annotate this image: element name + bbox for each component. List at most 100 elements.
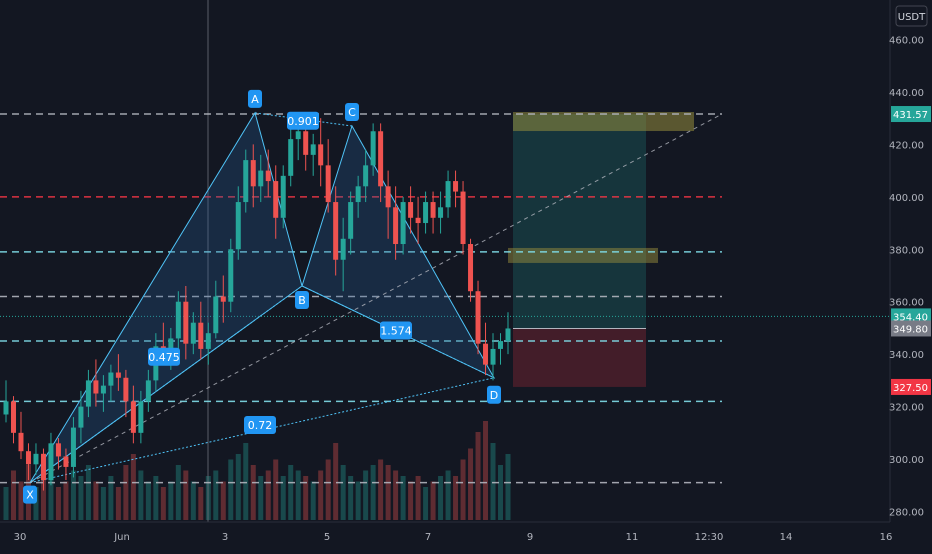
candle-body (273, 181, 279, 218)
volume-bar (175, 465, 181, 520)
volume-bar (70, 470, 76, 520)
candle-body (70, 427, 76, 467)
volume-bar (33, 487, 39, 520)
volume-bar (378, 459, 384, 520)
volume-bar (415, 476, 421, 520)
target-box (513, 112, 694, 132)
candle-body (25, 451, 31, 465)
volume-bar (355, 481, 361, 520)
candle-body (393, 207, 399, 245)
y-tick-label: 320.00 (889, 403, 924, 414)
candle-body (78, 406, 84, 428)
volume-bar (63, 481, 69, 520)
y-tick-label: 440.00 (889, 88, 924, 99)
point-label: X (26, 489, 34, 502)
candle-body (18, 432, 24, 452)
x-tick-label: 12:30 (695, 532, 724, 543)
candle-body (123, 377, 129, 402)
candle-body (40, 453, 46, 481)
candle-body (303, 131, 309, 155)
candle-body (213, 296, 219, 334)
x-tick-label: Jun (113, 532, 130, 543)
candle-body (453, 181, 459, 192)
volume-bar (490, 443, 496, 520)
y-tick-label: 360.00 (889, 298, 924, 309)
volume-bar (243, 443, 249, 520)
candle-body (348, 202, 354, 239)
ratio-label-box (148, 347, 180, 366)
volume-bars (3, 421, 511, 520)
volume-bar (468, 448, 474, 520)
volume-bar (78, 476, 84, 520)
ratio-label-box (287, 111, 319, 130)
candle-body (138, 401, 144, 433)
price-tag (891, 308, 931, 325)
price-tag (891, 320, 931, 337)
price-tag-label: 349.80 (893, 324, 928, 335)
volume-bar (295, 470, 301, 520)
candle-body (498, 341, 504, 349)
ratio-label: 1.574 (380, 325, 412, 338)
price-axis[interactable]: USDT 460.00 440.00 420.00 400.00 380.00 360.0… (889, 0, 932, 522)
y-tick-label: 420.00 (889, 140, 924, 151)
volume-bar (100, 487, 106, 520)
candle-body (475, 291, 481, 344)
volume-bar (400, 476, 406, 520)
y-tick-label: 300.00 (889, 455, 924, 466)
candle-body (490, 348, 496, 365)
ratio-label: 0.72 (248, 419, 273, 432)
volume-bar (333, 443, 339, 520)
volume-bar (348, 476, 354, 520)
candle-body (295, 131, 301, 140)
volume-bar (138, 470, 144, 520)
candle-body (175, 301, 181, 339)
candle-body (318, 144, 324, 166)
volume-bar (273, 459, 279, 520)
loss-zone (513, 328, 646, 387)
volume-bar (460, 459, 466, 520)
volume-bar (258, 476, 264, 520)
candle-body (130, 401, 136, 433)
volume-bar (340, 465, 346, 520)
volume-bar (108, 476, 114, 520)
candle-body (378, 131, 384, 187)
ratio-label: 0.901 (287, 115, 319, 128)
volume-bar (408, 481, 414, 520)
x-tick-label: 30 (14, 532, 27, 543)
volume-bar (115, 487, 121, 520)
candle-body (385, 186, 391, 208)
candle-body (423, 202, 429, 224)
volume-bar (18, 481, 24, 520)
position-tool[interactable] (508, 112, 694, 387)
candle-body (235, 202, 241, 250)
price-tag (891, 378, 931, 395)
volume-bar (483, 421, 489, 520)
volume-bar (280, 476, 286, 520)
point-label-box (23, 485, 37, 504)
y-tick-label: 340.00 (889, 350, 924, 361)
volume-bar (228, 459, 234, 520)
price-tag (891, 106, 931, 123)
candle-body (483, 343, 489, 365)
candle-body (93, 380, 99, 394)
candle-body (145, 380, 151, 402)
volume-bar (153, 476, 159, 520)
volume-bar (265, 470, 271, 520)
volume-bar (160, 487, 166, 520)
volume-bar (438, 476, 444, 520)
currency-badge[interactable] (895, 5, 928, 27)
midpoint-box (508, 247, 658, 263)
volume-bar (385, 465, 391, 520)
volume-bar (220, 481, 226, 520)
candle-body (280, 175, 286, 218)
point-label: B (298, 294, 306, 307)
volume-bar (198, 487, 204, 520)
candle-body (400, 202, 406, 245)
candle-body (445, 181, 451, 208)
candle-body (228, 249, 234, 302)
volume-bar (213, 470, 219, 520)
time-axis[interactable]: 30 Jun 3 5 7 9 11 12:30 14 16 (0, 521, 932, 550)
